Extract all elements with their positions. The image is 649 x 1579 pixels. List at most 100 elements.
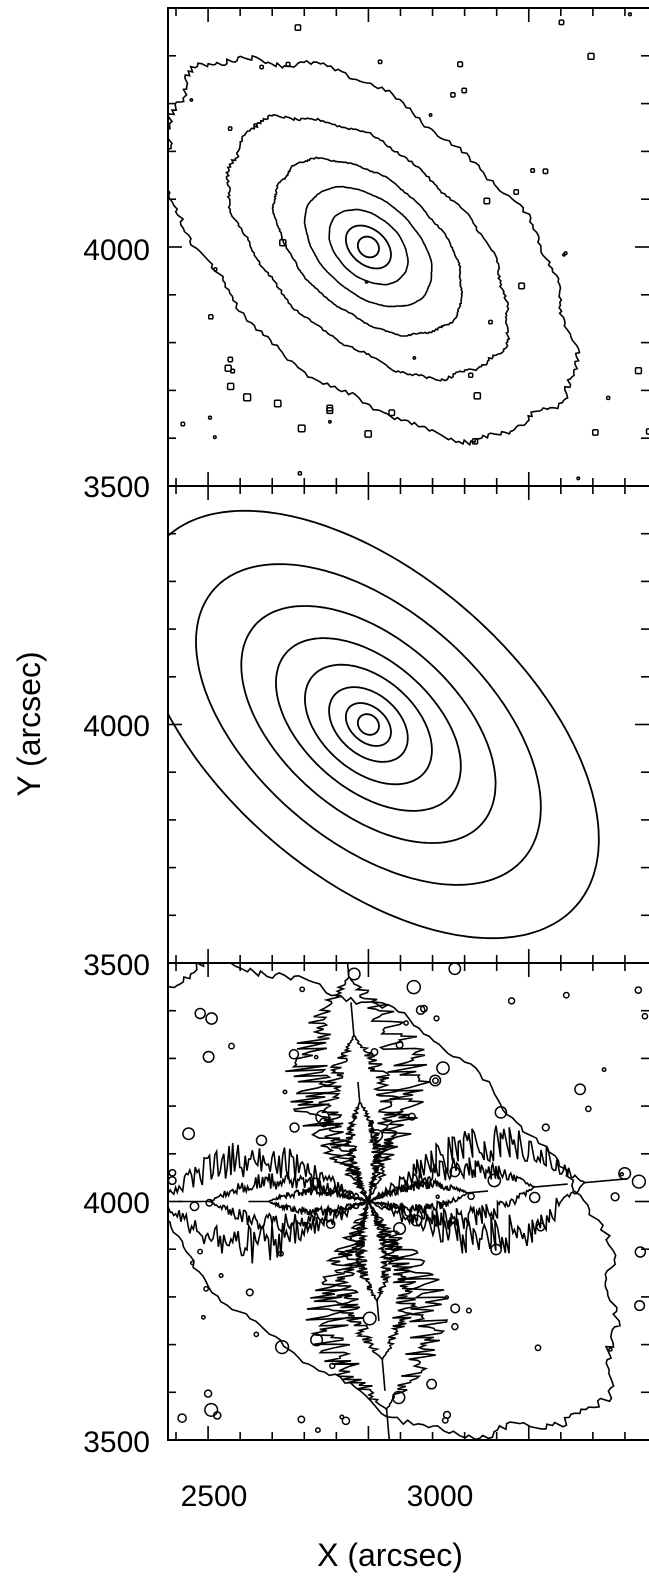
y-tick-label-panel1-4000: 4000 xyxy=(83,234,150,267)
contour-speck xyxy=(457,61,464,68)
contour-line xyxy=(240,605,497,844)
panel-frame xyxy=(167,962,649,1441)
contour-speck xyxy=(428,113,433,117)
panel-frames xyxy=(167,7,649,1441)
contour-speck xyxy=(576,476,581,481)
contour-speck xyxy=(253,123,258,128)
contour-speck xyxy=(618,1166,632,1181)
contour-line xyxy=(328,208,410,286)
contour-line xyxy=(318,1002,404,1204)
contour-line xyxy=(285,963,431,1203)
y-tick-label-panel1-3500: 3500 xyxy=(83,471,150,504)
contour-speck xyxy=(227,126,233,131)
contour-speck xyxy=(242,393,252,402)
contour-line xyxy=(225,113,511,382)
contour-speck xyxy=(325,1219,336,1230)
x-tick-label-2500: 2500 xyxy=(181,1480,248,1513)
contour-speck xyxy=(534,1344,542,1352)
contour-speck xyxy=(641,1012,649,1020)
contour-speck xyxy=(528,1191,541,1204)
contour-speck xyxy=(444,1295,450,1300)
contour-speck xyxy=(255,1134,268,1147)
contour-speck xyxy=(288,1049,300,1060)
contour-speck xyxy=(487,1173,502,1188)
contour-speck xyxy=(347,967,361,981)
contour-speck xyxy=(299,986,306,993)
contour-line xyxy=(342,1082,383,1202)
contour-speck xyxy=(407,1112,416,1121)
contour-speck xyxy=(530,168,536,174)
contour-speck xyxy=(304,1221,312,1229)
contour-speck xyxy=(442,1410,452,1420)
contour-speck xyxy=(450,92,456,98)
contour-speck xyxy=(473,391,482,400)
panel-observed xyxy=(168,12,649,481)
axis-ticks xyxy=(168,7,649,1441)
contour-speck xyxy=(313,1054,319,1060)
contour-line xyxy=(168,54,581,447)
contour-speck xyxy=(488,319,493,325)
contour-speck xyxy=(364,280,369,284)
contour-speck xyxy=(601,1067,607,1073)
contour-speck xyxy=(436,1061,450,1075)
contour-speck xyxy=(189,1201,200,1212)
contour-speck xyxy=(591,429,599,436)
contour-speck xyxy=(426,1378,438,1390)
contour-speck xyxy=(391,1390,406,1405)
y-axis-label: Y (arcsec) xyxy=(11,651,47,796)
contour-speck xyxy=(562,991,570,999)
contour-speck xyxy=(467,372,474,379)
contour-speck xyxy=(273,399,282,408)
contour-speck xyxy=(634,1246,647,1258)
contour-speck xyxy=(395,1040,404,1049)
contour-speck xyxy=(412,356,417,360)
contour-speck xyxy=(204,1402,219,1417)
contour-speck xyxy=(318,1117,329,1128)
contour-speck xyxy=(403,1020,409,1026)
contour-speck xyxy=(377,59,383,65)
contour-speck xyxy=(289,1122,300,1133)
contour-speck xyxy=(449,1166,461,1178)
contour-speck xyxy=(194,1007,206,1020)
contour-speck xyxy=(228,1042,235,1050)
y-tick-label-panel2-4000: 4000 xyxy=(83,710,150,743)
contour-speck xyxy=(467,1192,475,1201)
contour-speck xyxy=(314,1427,321,1434)
contour-line xyxy=(168,509,600,940)
contour-speck xyxy=(213,267,218,272)
contour-line xyxy=(303,185,433,308)
contour-speck xyxy=(388,409,396,417)
contour-speck xyxy=(619,1171,625,1177)
contour-speck xyxy=(450,1303,461,1314)
contour-speck xyxy=(297,1415,306,1424)
contour-speck xyxy=(627,12,633,17)
panel-model xyxy=(168,509,600,940)
contour-speck xyxy=(218,1273,224,1279)
contour-line xyxy=(168,963,621,1440)
contour-speck xyxy=(315,1109,330,1125)
contour-speck xyxy=(362,1311,377,1326)
contour-speck xyxy=(406,979,422,995)
contour-speck xyxy=(542,168,549,175)
contour-speck xyxy=(182,1127,196,1141)
contour-speck xyxy=(297,424,306,433)
contour-speck xyxy=(259,64,265,70)
contour-speck xyxy=(329,1362,336,1370)
contour-speck xyxy=(563,251,568,256)
contour-speck xyxy=(448,963,462,976)
contour-speck xyxy=(513,189,520,195)
contour-line xyxy=(345,702,392,747)
contour-speck xyxy=(277,1250,284,1257)
contour-speck xyxy=(253,1331,260,1338)
contour-speck xyxy=(364,430,373,438)
contour-speck xyxy=(227,356,234,363)
contour-speck xyxy=(168,1176,177,1186)
panel-frame xyxy=(167,7,649,487)
contour-speck xyxy=(245,1288,254,1297)
contour-speck xyxy=(207,415,213,420)
x-axis-label: X (arcsec) xyxy=(317,1537,463,1573)
contour-speck xyxy=(177,1413,187,1423)
contour-speck xyxy=(410,1214,423,1227)
contour-speck xyxy=(282,1089,288,1095)
